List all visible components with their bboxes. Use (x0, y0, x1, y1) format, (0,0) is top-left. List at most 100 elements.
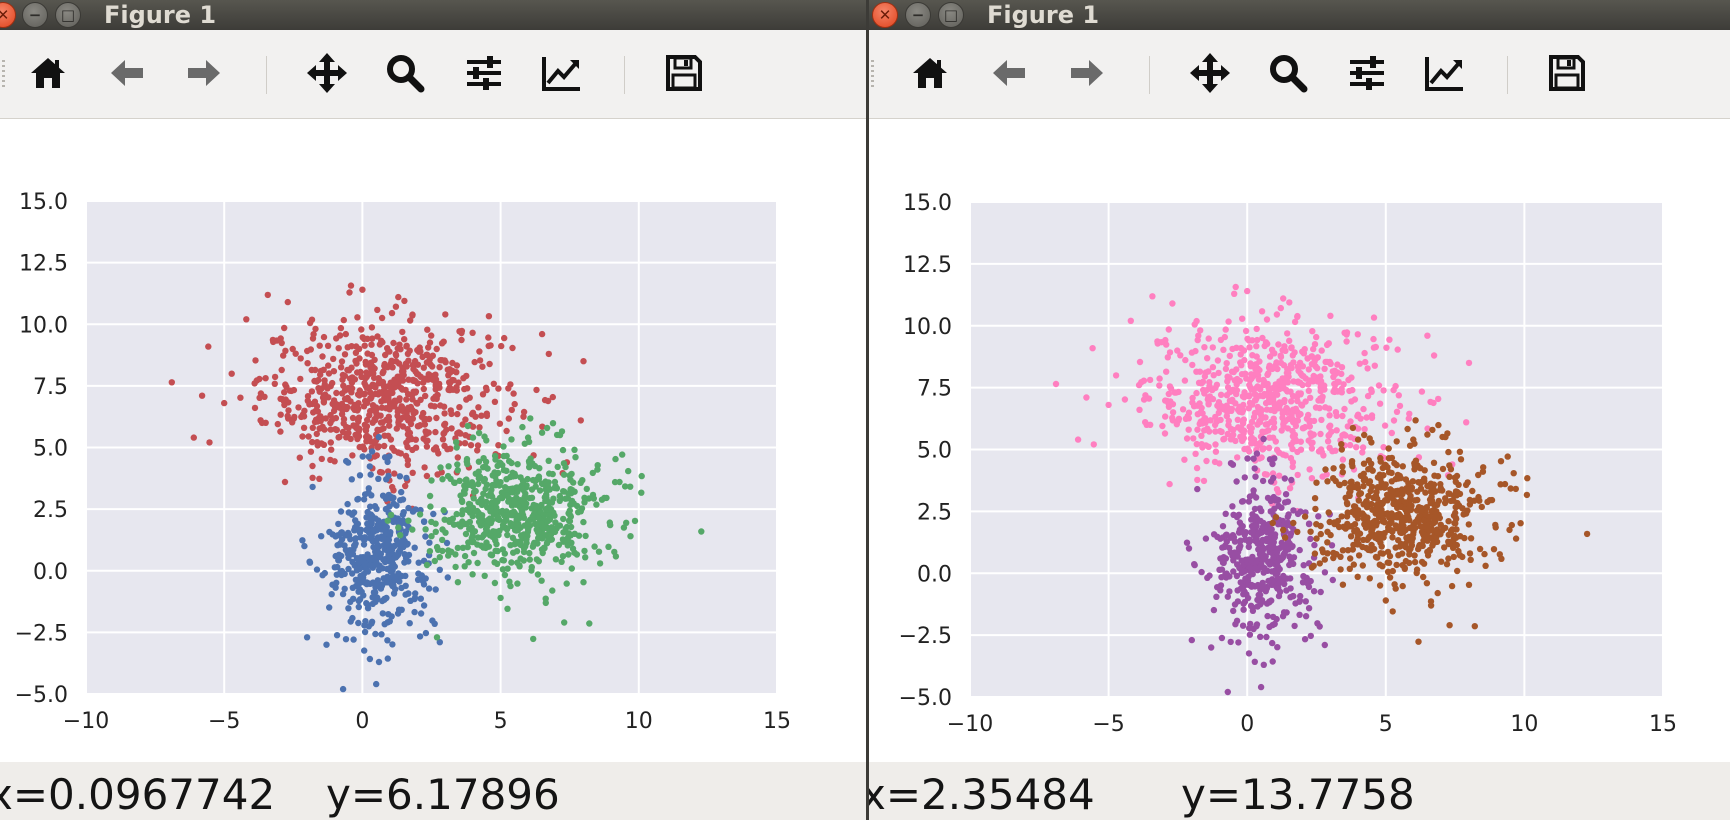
scatter-point (1344, 547, 1352, 554)
scatter-point (368, 324, 376, 331)
scatter-point (399, 423, 407, 430)
scatter-point (342, 636, 350, 643)
cursor-y-readout: y=13.7758 (1181, 770, 1415, 819)
scatter-point (548, 499, 556, 506)
scatter-point (1202, 535, 1210, 542)
scatter-point (436, 554, 443, 561)
scatter-point (486, 360, 493, 368)
scatter-point (1227, 425, 1235, 432)
scatter-point (484, 516, 492, 524)
scatter-point (1346, 492, 1353, 499)
save-button[interactable] (1544, 52, 1590, 98)
scatter-point (1274, 563, 1282, 571)
scatter-point (638, 472, 645, 480)
home-button[interactable] (907, 52, 953, 98)
scatter-point (1270, 424, 1278, 431)
save-button[interactable] (661, 52, 707, 98)
scatter-point (467, 442, 475, 449)
scatter-point (1389, 567, 1396, 575)
zoom-button[interactable] (382, 52, 428, 98)
close-window-button[interactable]: ✕ (0, 2, 16, 28)
scatter-point (594, 462, 601, 469)
scatter-point (476, 357, 484, 364)
maximize-window-button[interactable]: □ (938, 2, 964, 28)
close-window-button[interactable]: ✕ (872, 2, 898, 28)
scatter-point (390, 561, 397, 568)
scatter-point (1210, 372, 1217, 379)
scatter-point (277, 411, 284, 418)
magnifier-icon (384, 52, 426, 98)
scatter-point (1253, 621, 1261, 628)
maximize-window-button[interactable]: □ (55, 2, 81, 28)
scatter-point (558, 558, 565, 565)
back-button[interactable] (986, 52, 1032, 98)
scatter-point (1324, 438, 1332, 445)
scatter-point (487, 551, 494, 558)
title-bar[interactable]: ✕ − □ Figure 1 (869, 0, 1730, 30)
scatter-point (474, 442, 482, 449)
zoom-button[interactable] (1265, 52, 1311, 98)
subplots-button[interactable] (461, 52, 507, 98)
scatter-point (373, 680, 380, 688)
scatter-point (1501, 480, 1509, 488)
scatter-point (281, 324, 288, 332)
scatter-point (619, 451, 626, 458)
pan-button[interactable] (1187, 52, 1233, 98)
home-button[interactable] (25, 52, 71, 98)
scatter-point (438, 340, 446, 347)
scatter-point (403, 541, 411, 548)
scatter-point (1276, 472, 1283, 479)
scatter-point (1269, 658, 1276, 665)
subplots-button[interactable] (1344, 52, 1390, 98)
scatter-point (1410, 436, 1417, 443)
scatter-point (1450, 553, 1457, 561)
scatter-point (1194, 476, 1201, 484)
scatter-point (1315, 513, 1322, 520)
forward-button[interactable] (1064, 52, 1110, 98)
pan-button[interactable] (304, 52, 350, 98)
scatter-chart-left[interactable]: −10 −5 0 5 10 15−5.0−2.50.02.55.07.510.012.51… (0, 119, 868, 762)
plot-canvas[interactable]: −10 −5 0 5 10 15 −5.0 −2.5 0.0 2.5 5.0 7.5 10.0 12.5 1… (0, 119, 868, 762)
toolbar-grip[interactable] (871, 60, 874, 90)
scatter-point (422, 526, 429, 533)
x-tick-label: 0 (355, 709, 369, 734)
edit-curve-button[interactable] (1422, 52, 1468, 98)
scatter-point (353, 555, 361, 562)
scatter-point (1254, 383, 1261, 390)
scatter-point (335, 345, 342, 352)
scatter-point (448, 548, 455, 555)
title-bar[interactable]: ✕ − □ Figure 1 (0, 0, 868, 30)
scatter-point (299, 433, 306, 440)
cursor-x-readout: x=2.35484 (869, 770, 1095, 819)
minimize-window-button[interactable]: − (905, 2, 931, 28)
scatter-point (361, 390, 368, 397)
plot-canvas[interactable]: −10 −5 0 5 10 15 −5.0 −2.5 0.0 2.5 5.0 7.5 10.0 12.5 1… (869, 119, 1730, 762)
edit-curve-button[interactable] (539, 52, 585, 98)
scatter-point (497, 594, 504, 602)
back-button[interactable] (104, 52, 150, 98)
scatter-point (321, 381, 328, 388)
scatter-point (1174, 347, 1181, 354)
minimize-window-button[interactable]: − (22, 2, 48, 28)
scatter-chart-right[interactable]: −10 −5 0 5 10 15−5.0−2.50.02.55.07.510.012.51… (869, 119, 1730, 762)
scatter-point (627, 483, 634, 490)
scatter-point (1223, 531, 1230, 538)
scatter-point (1193, 464, 1201, 472)
scatter-point (1251, 465, 1258, 472)
scatter-point (1436, 487, 1444, 494)
scatter-point (1198, 432, 1205, 439)
scatter-point (327, 419, 334, 427)
scatter-point (325, 362, 332, 369)
scatter-point (475, 475, 482, 482)
scatter-point (1449, 544, 1457, 551)
scatter-point (1239, 528, 1247, 536)
toolbar-grip[interactable] (2, 60, 5, 90)
scatter-point (300, 424, 308, 431)
scatter-point (405, 504, 412, 512)
forward-button[interactable] (181, 52, 227, 98)
scatter-point (354, 565, 361, 572)
scatter-point (1381, 484, 1388, 491)
scatter-point (1239, 315, 1246, 322)
scatter-point (1193, 440, 1200, 448)
scatter-point (482, 458, 490, 465)
